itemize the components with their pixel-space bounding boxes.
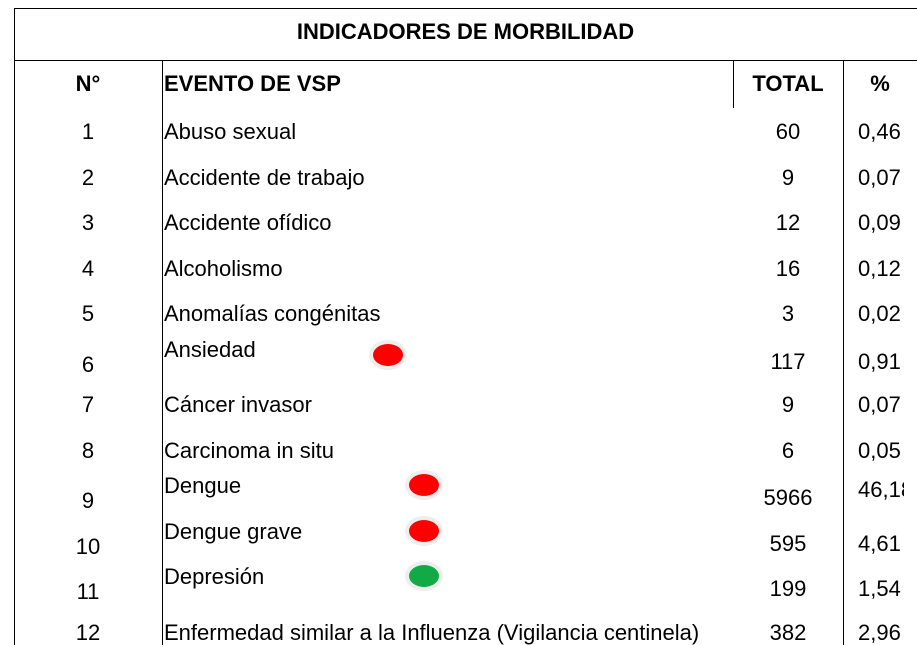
header-cell: N° [75, 72, 101, 96]
cell: 3 [81, 211, 95, 235]
cell: 0,46 [858, 120, 901, 144]
header-cell: % [870, 72, 890, 96]
cell: 12 [75, 620, 101, 645]
cell: 1 [81, 120, 95, 144]
cell: 595 [769, 531, 807, 556]
cell: Abuso sexual [164, 120, 297, 144]
status-dot [409, 519, 439, 542]
cell: Alcoholismo [164, 256, 283, 281]
cell: 46,18 [858, 478, 904, 502]
cell: 0,91 [858, 349, 901, 374]
border [843, 60, 844, 645]
header-cell: TOTAL [752, 72, 824, 96]
cell: 9 [781, 393, 795, 417]
cell: 199 [769, 577, 807, 601]
cell: 4 [81, 256, 95, 281]
cell: 8 [81, 438, 95, 463]
border [14, 8, 15, 645]
cell: Depresión [164, 565, 265, 589]
cell: 9 [81, 489, 95, 513]
cell: 7 [81, 393, 95, 417]
cell: 5 [81, 302, 95, 326]
status-dot [373, 343, 403, 366]
border [14, 60, 917, 61]
cell: 60 [775, 120, 801, 144]
cell: 6 [81, 352, 95, 377]
header-cell: EVENTO DE VSP [164, 72, 341, 96]
cell: 0,07 [858, 393, 901, 417]
cell: 2,96 [858, 620, 901, 645]
cell: Anomalías congénitas [164, 302, 381, 326]
cell: Ansiedad [164, 337, 256, 362]
cell: 1,54 [858, 577, 901, 601]
cell: 9 [781, 165, 795, 190]
cell: Enfermedad similar a la Influenza (Vigil… [164, 620, 700, 645]
title: INDICADORES DE MORBILIDAD [296, 20, 635, 44]
cell: 16 [775, 256, 801, 281]
status-dot [409, 474, 439, 496]
cell: 382 [769, 620, 807, 645]
border [162, 60, 163, 645]
cell: 0,07 [858, 165, 901, 190]
border [733, 60, 734, 108]
cell: 10 [75, 534, 101, 559]
cell: Carcinoma in situ [164, 438, 334, 463]
border [14, 8, 917, 9]
cell: 6 [781, 438, 795, 463]
cell: Accidente de trabajo [164, 165, 365, 190]
cell: 117 [770, 349, 806, 374]
cell: 0,02 [858, 302, 901, 326]
cell: 11 [76, 580, 100, 604]
status-dot [409, 565, 439, 587]
cell: Accidente ofídico [164, 211, 332, 235]
cell: 2 [81, 165, 95, 190]
cell: 4,61 [858, 531, 901, 556]
cell: 0,05 [858, 438, 901, 463]
cell: Dengue grave [164, 519, 303, 544]
cell: 0,09 [858, 211, 901, 235]
cell: 12 [775, 211, 801, 235]
cell: 5966 [763, 486, 813, 510]
cell: 3 [781, 302, 795, 326]
cell: Cáncer invasor [164, 393, 312, 417]
cell: 0,12 [858, 256, 901, 281]
cell: Dengue [164, 474, 242, 498]
